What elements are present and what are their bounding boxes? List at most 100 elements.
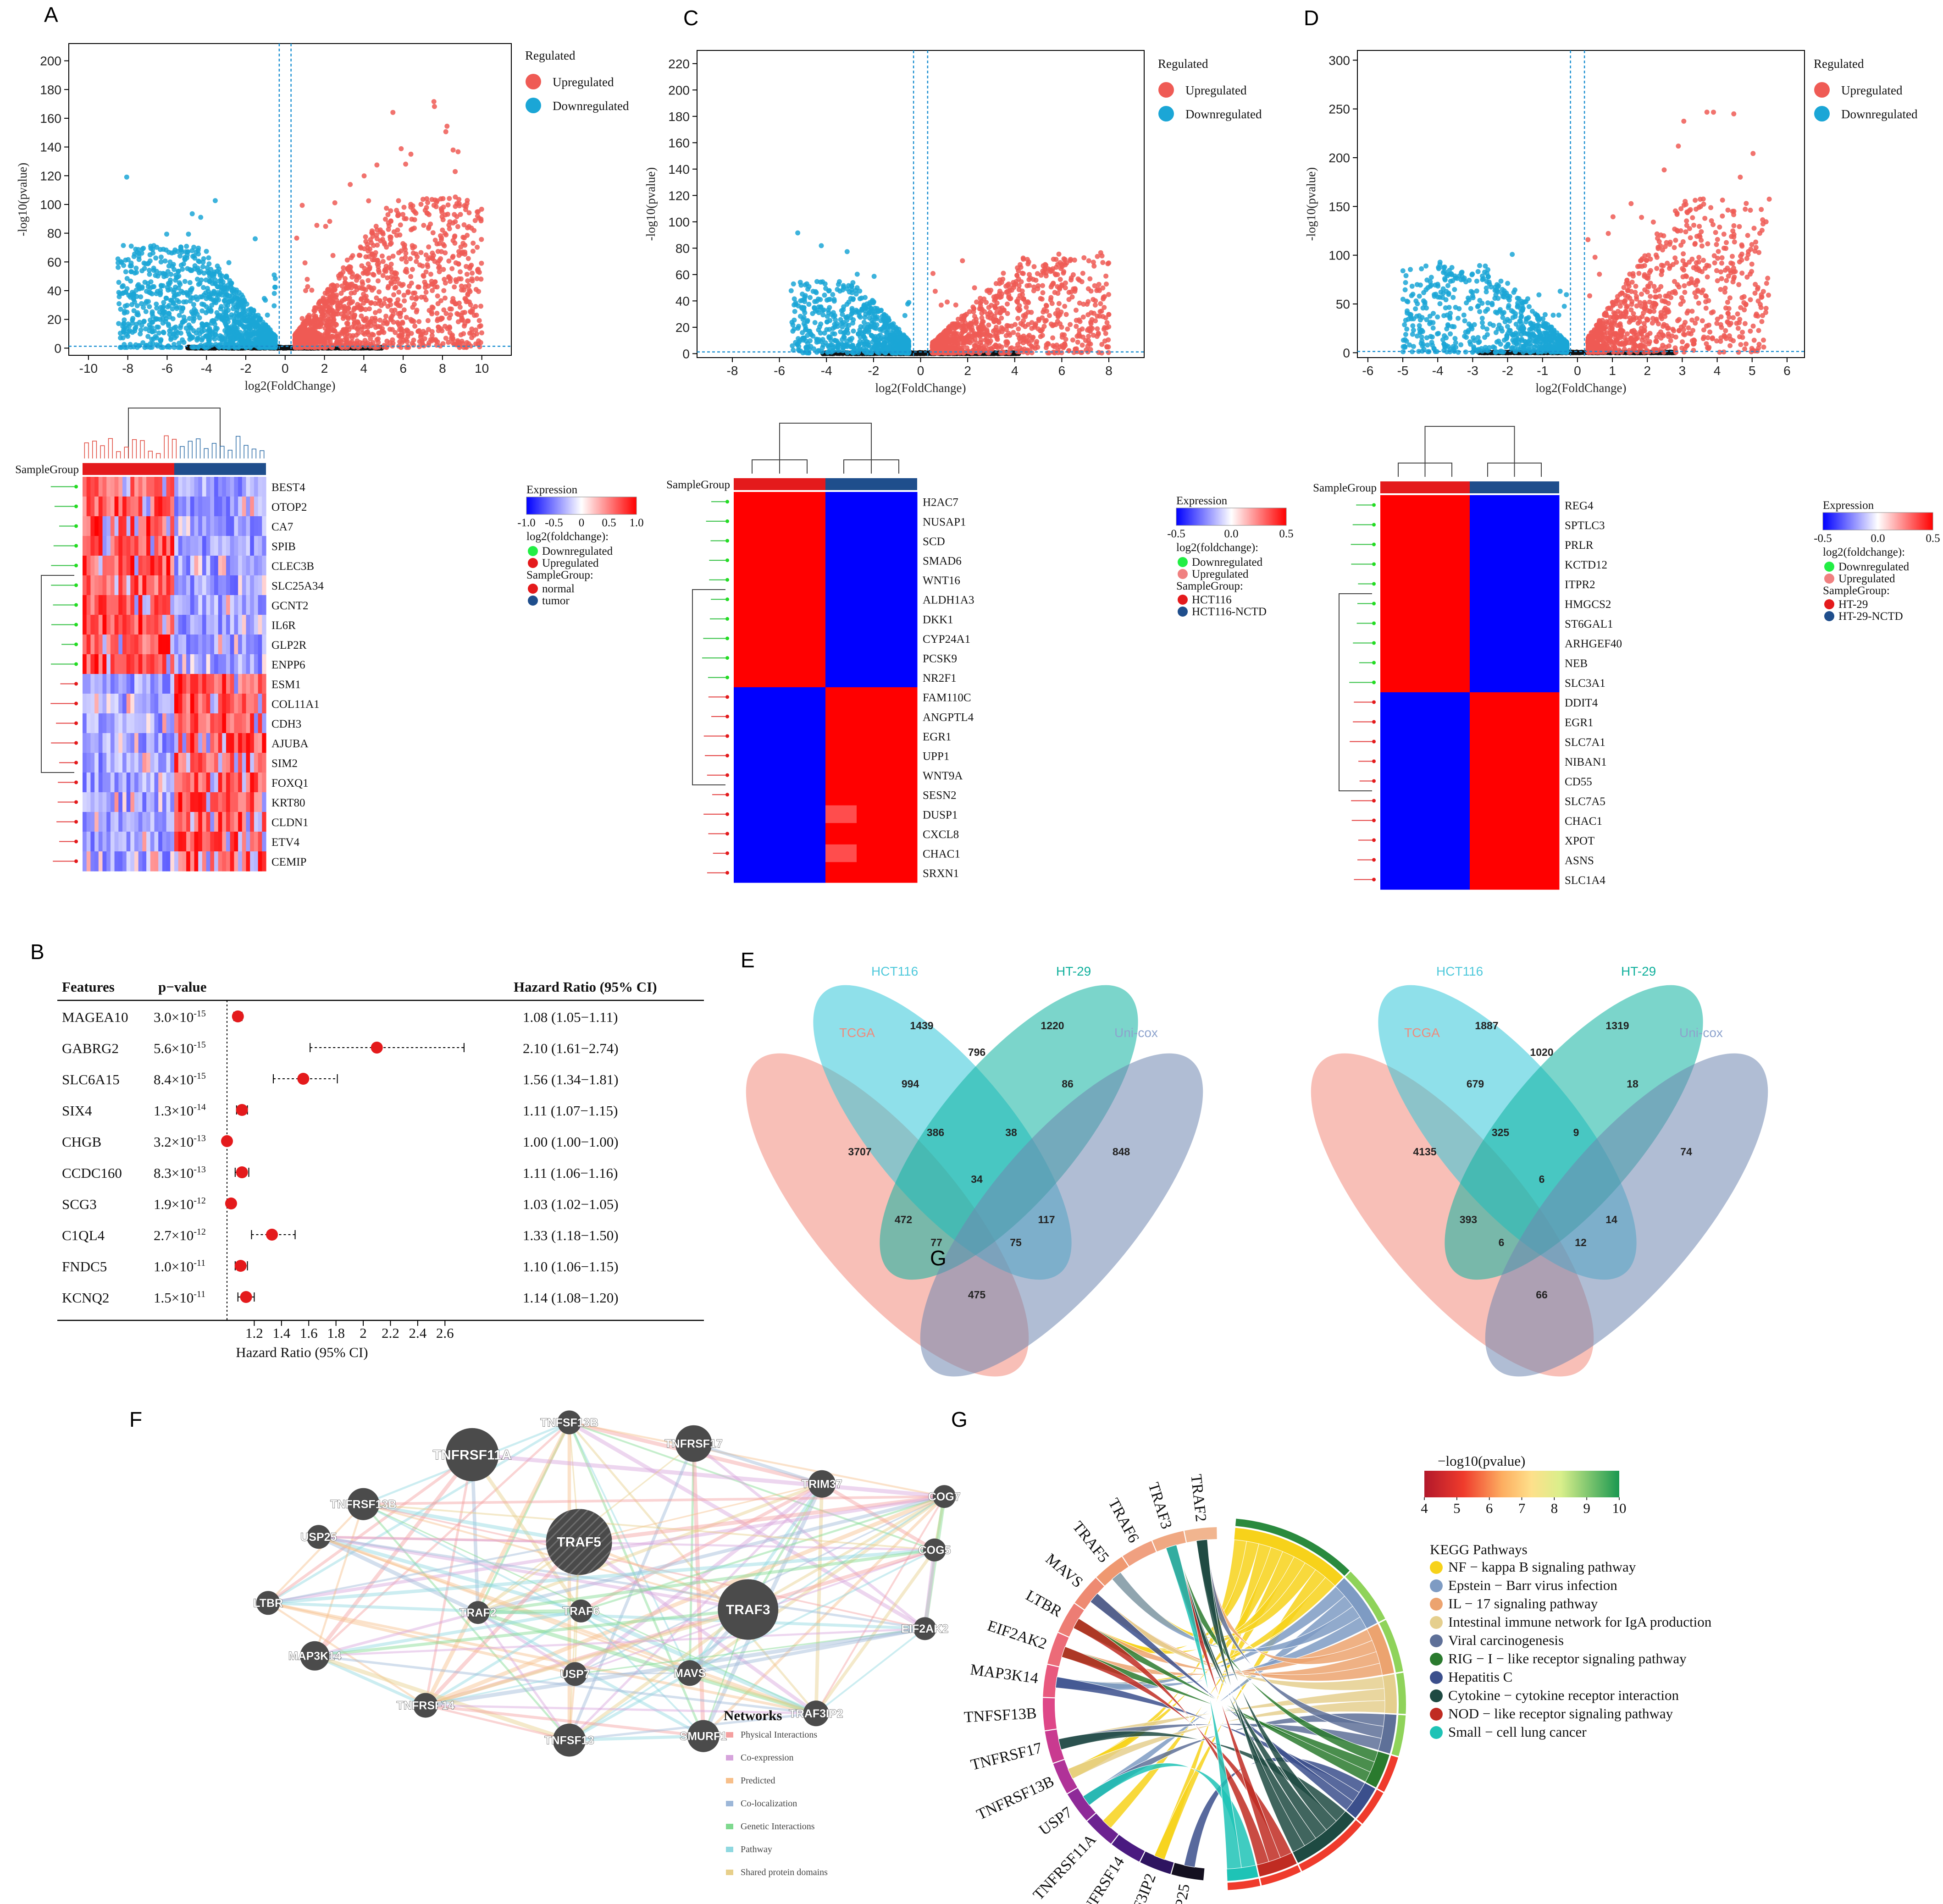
point-upregulated [330, 253, 336, 258]
point-upregulated [467, 289, 473, 294]
y-tick-label: 120 [40, 169, 61, 183]
point-upregulated [959, 326, 964, 331]
point-upregulated [340, 316, 346, 321]
point-downregulated [253, 236, 258, 242]
panel-label-e: E [741, 948, 755, 972]
point-upregulated [1085, 299, 1091, 304]
point-downregulated [221, 298, 227, 304]
point-downregulated [230, 335, 235, 340]
point-downregulated [138, 294, 144, 299]
point-downregulated [144, 299, 149, 304]
legend-swatch-up [526, 74, 541, 89]
point-upregulated [409, 295, 415, 301]
point-upregulated [399, 256, 404, 262]
point-downregulated [229, 340, 234, 345]
point-upregulated [1011, 282, 1017, 288]
point-downregulated [149, 291, 155, 297]
point-downregulated [854, 271, 860, 277]
point-upregulated [1043, 273, 1049, 279]
point-downregulated [813, 289, 818, 294]
point-upregulated [1054, 342, 1059, 348]
point-upregulated [368, 336, 373, 342]
point-upregulated [466, 283, 471, 288]
point-downregulated [189, 268, 194, 273]
point-downregulated [221, 345, 227, 350]
point-upregulated [470, 270, 475, 276]
point-upregulated [456, 261, 461, 266]
point-downregulated [174, 306, 179, 311]
point-downregulated [251, 308, 256, 314]
point-upregulated [387, 298, 392, 303]
point-upregulated [951, 321, 956, 326]
point-downregulated [128, 243, 134, 249]
point-upregulated [388, 208, 393, 214]
point-upregulated [1057, 277, 1063, 282]
point-downregulated [158, 338, 163, 343]
point-upregulated [387, 237, 393, 242]
point-upregulated [453, 194, 458, 200]
point-upregulated [407, 283, 412, 289]
point-upregulated [426, 327, 431, 332]
point-upregulated [402, 216, 407, 221]
point-upregulated [953, 302, 958, 308]
point-upregulated [1045, 350, 1051, 356]
point-upregulated [438, 237, 444, 243]
point-upregulated [445, 202, 451, 208]
point-downregulated [170, 306, 175, 312]
point-upregulated [342, 337, 347, 342]
point-upregulated [374, 227, 380, 232]
point-upregulated [396, 250, 401, 255]
point-downregulated [238, 299, 244, 305]
point-downregulated [147, 322, 152, 328]
point-upregulated [455, 319, 461, 325]
point-upregulated [436, 324, 441, 330]
point-upregulated [414, 259, 419, 264]
point-upregulated [326, 313, 331, 319]
point-upregulated [1018, 321, 1024, 326]
point-upregulated [302, 260, 308, 265]
point-downregulated [805, 318, 810, 323]
point-upregulated [405, 289, 411, 294]
point-upregulated [373, 250, 378, 255]
point-downregulated [176, 299, 182, 304]
point-downregulated [133, 325, 138, 330]
point-upregulated [384, 205, 389, 211]
point-upregulated [417, 339, 422, 344]
point-upregulated [1025, 338, 1030, 343]
point-upregulated [1086, 258, 1091, 264]
point-downregulated [148, 317, 153, 323]
point-upregulated [477, 324, 482, 329]
point-upregulated [383, 269, 389, 274]
point-upregulated [464, 340, 470, 345]
point-upregulated [1099, 253, 1105, 259]
point-upregulated [1009, 287, 1014, 293]
point-upregulated [941, 329, 947, 335]
point-downregulated [220, 339, 225, 344]
point-downregulated [209, 320, 214, 326]
point-upregulated [1062, 304, 1068, 309]
point-upregulated [471, 240, 476, 246]
point-upregulated [1059, 282, 1064, 287]
point-downregulated [189, 248, 195, 254]
point-upregulated [1023, 300, 1028, 305]
point-upregulated [396, 198, 401, 204]
plot-frame [68, 43, 512, 356]
point-downregulated [198, 343, 204, 348]
point-upregulated [376, 324, 381, 329]
point-downregulated [141, 260, 147, 266]
point-downregulated [190, 335, 195, 340]
panel-label-a: A [44, 3, 58, 27]
point-upregulated [423, 289, 429, 295]
point-upregulated [399, 146, 404, 151]
point-upregulated [422, 285, 428, 290]
point-upregulated [418, 250, 424, 255]
point-upregulated [352, 314, 357, 319]
point-upregulated [986, 350, 991, 356]
panel-label-f: F [129, 1407, 142, 1431]
point-upregulated [425, 318, 431, 323]
point-upregulated [467, 331, 472, 336]
point-downregulated [124, 174, 129, 180]
point-upregulated [969, 325, 974, 330]
point-upregulated [1099, 342, 1105, 347]
point-downregulated [147, 328, 152, 334]
